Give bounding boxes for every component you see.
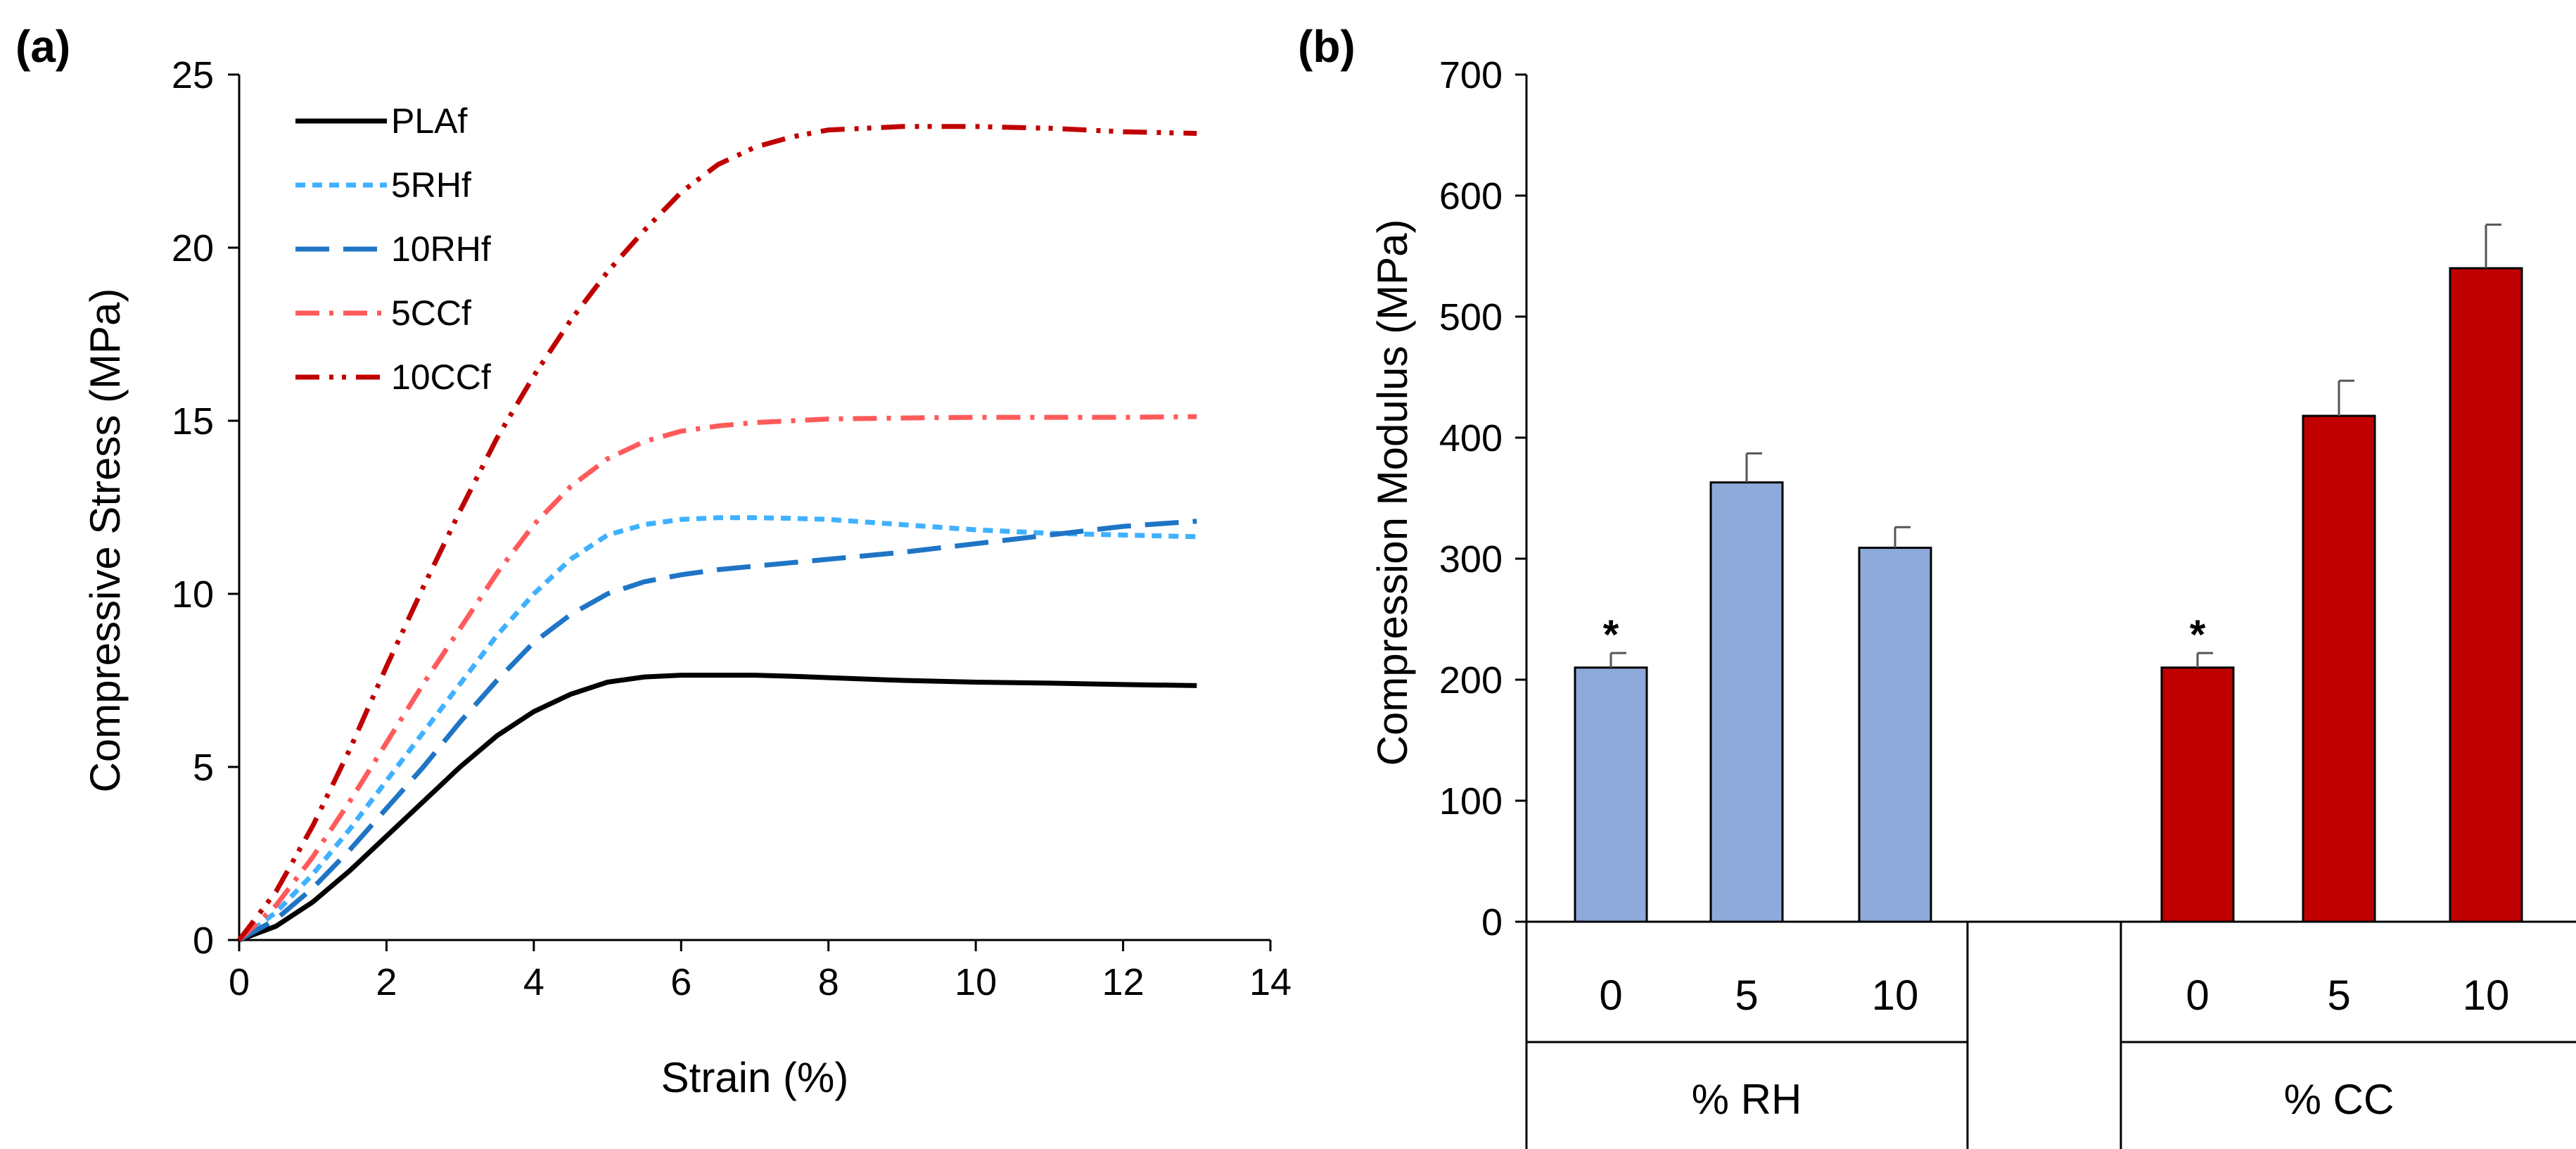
y-tick-label: 0 bbox=[1481, 901, 1503, 944]
bar bbox=[2449, 267, 2523, 923]
series-line-5CCf bbox=[237, 414, 1197, 942]
category-label: 10 bbox=[2463, 972, 2510, 1019]
legend-label-5CCf: 5CCf bbox=[391, 293, 471, 333]
x-tick-label: 6 bbox=[670, 961, 691, 1003]
category-label: 10 bbox=[1872, 972, 1919, 1019]
bar bbox=[1709, 481, 1784, 923]
significance-marker: * bbox=[2190, 612, 2206, 658]
series-line-10CCf bbox=[237, 124, 1197, 942]
legend-label-10RHf: 10RHf bbox=[391, 229, 491, 269]
significance-marker: * bbox=[1603, 612, 1619, 658]
y-tick-label: 15 bbox=[172, 400, 214, 443]
x-tick-label: 12 bbox=[1102, 961, 1144, 1003]
x-axis-title: Strain (%) bbox=[661, 1054, 849, 1101]
y-axis-title-b: Compression Modulus (MPa) bbox=[1369, 220, 1416, 766]
series-line-PLAf bbox=[238, 673, 1197, 943]
x-tick-label: 10 bbox=[955, 961, 997, 1003]
y-tick-label: 400 bbox=[1439, 417, 1503, 459]
y-tick-label: 700 bbox=[1439, 54, 1503, 96]
panel-label-b: (b) bbox=[1298, 21, 1356, 72]
x-tick-label: 0 bbox=[229, 961, 250, 1003]
y-tick-label: 20 bbox=[172, 227, 214, 269]
panel-label-a: (a) bbox=[15, 21, 70, 72]
bar bbox=[1858, 547, 1932, 923]
y-tick-label: 0 bbox=[193, 920, 214, 962]
category-label: 0 bbox=[2186, 972, 2209, 1019]
category-label: 0 bbox=[1599, 972, 1622, 1019]
legend-label-PLAf: PLAf bbox=[391, 101, 468, 141]
y-axis-title: Compressive Stress (MPa) bbox=[82, 288, 129, 793]
y-tick-label: 600 bbox=[1439, 175, 1503, 217]
y-tick-label: 500 bbox=[1439, 296, 1503, 338]
bar-chart-panel: (b) 0 100 200 300 400 500 600 700 * 0 5 10 % RH * 0 5 10… bbox=[1298, 21, 2576, 1149]
y-tick-label: 200 bbox=[1439, 659, 1503, 702]
category-label: 5 bbox=[1735, 972, 1758, 1019]
legend-label-5RHf: 5RHf bbox=[391, 165, 471, 205]
bar-chart-plot-area: 0 100 200 300 400 500 600 700 * 0 5 10 % RH * 0 5 10 % CC bbox=[1439, 54, 2576, 1149]
legend-label-10CCf: 10CCf bbox=[391, 357, 491, 397]
line-chart-plot-area: 0 2 4 6 8 10 12 14 0 5 10 15 20 25 PLAf 5RHf 10RHf 5CCf 10… bbox=[172, 54, 1292, 1003]
group-label: % CC bbox=[2284, 1076, 2395, 1123]
line-chart-panel: (a) 0 2 4 6 8 10 12 14 0 5 10 15 20 25 PLAf 5RHf 10RHf 5C… bbox=[15, 21, 1292, 1101]
x-tick-label: 8 bbox=[818, 961, 839, 1003]
x-tick-label: 2 bbox=[376, 961, 397, 1003]
bar bbox=[1574, 666, 1648, 923]
y-tick-label: 300 bbox=[1439, 538, 1503, 580]
y-tick-label: 10 bbox=[172, 573, 214, 616]
x-tick-label: 14 bbox=[1249, 961, 1292, 1003]
group-label: % RH bbox=[1692, 1076, 1802, 1123]
x-tick-label: 4 bbox=[523, 961, 544, 1003]
bar bbox=[2160, 666, 2235, 923]
bar bbox=[2302, 414, 2376, 923]
y-tick-label: 5 bbox=[193, 747, 214, 789]
category-label: 5 bbox=[2327, 972, 2350, 1019]
y-tick-label: 100 bbox=[1439, 780, 1503, 823]
series-line-10RHf bbox=[238, 519, 1197, 943]
series-line-5RHf bbox=[237, 515, 1197, 942]
y-tick-label: 25 bbox=[172, 54, 214, 96]
